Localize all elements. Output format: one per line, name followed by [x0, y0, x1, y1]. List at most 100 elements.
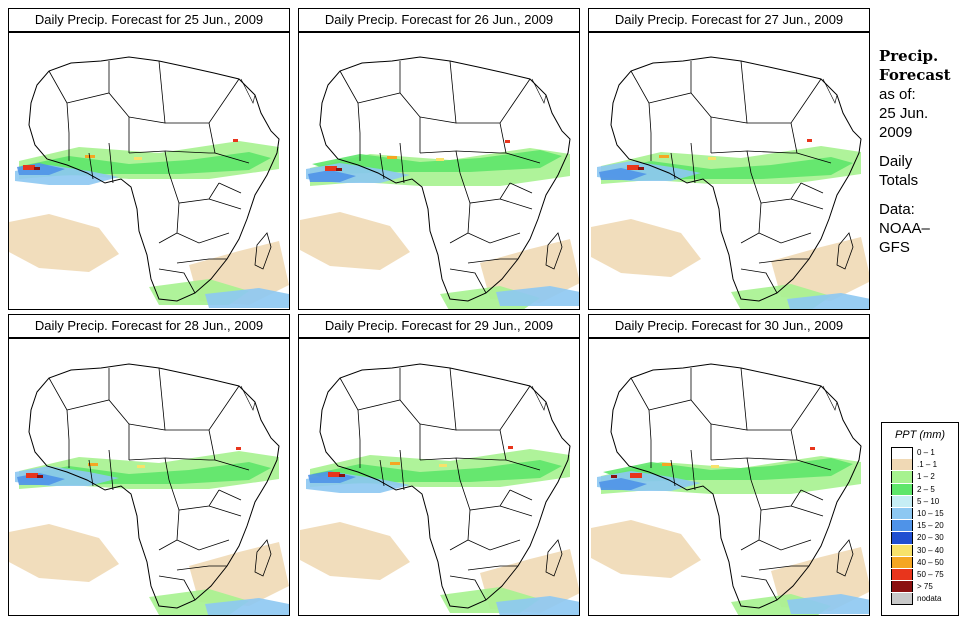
country-border [66, 399, 130, 460]
precip-map [8, 338, 290, 616]
forecast-panel-1: Daily Precip. Forecast for 25 Jun., 2009 [8, 8, 290, 310]
legend-swatch [891, 544, 913, 556]
country-border [747, 78, 822, 124]
precip-band [312, 460, 562, 484]
country-border [630, 70, 652, 161]
country-border [648, 399, 712, 460]
country-border [399, 142, 405, 184]
precip-band [300, 522, 410, 580]
precip-band [9, 524, 119, 582]
totals-line1: Daily [879, 153, 913, 170]
country-border [790, 198, 824, 210]
precip-cell [88, 463, 98, 466]
country-border [467, 509, 521, 551]
country-border [456, 78, 531, 124]
red-sea-coast [531, 385, 547, 411]
precip-cell [630, 473, 642, 478]
legend-swatch [891, 459, 913, 471]
precip-band [21, 152, 271, 176]
precip-band [787, 293, 869, 309]
country-border [158, 575, 196, 601]
legend-swatch [891, 495, 913, 507]
map-canvas [591, 56, 869, 309]
country-border [449, 575, 487, 601]
data-source-label: Data: [879, 201, 915, 218]
precip-cell [807, 139, 812, 142]
legend-item: 0 – 1 [882, 447, 958, 460]
precip-band [599, 478, 647, 490]
legend-label: 50 – 75 [917, 569, 944, 579]
country-border [467, 202, 521, 244]
madagascar-outline [836, 539, 854, 577]
legend-item: .1 – 1 [882, 459, 958, 471]
country-border [208, 198, 242, 210]
forecast-panel-6: Daily Precip. Forecast for 30 Jun., 2009 [588, 314, 870, 616]
country-border [419, 367, 457, 431]
country-border [108, 449, 114, 491]
legend-label: nodata [917, 594, 942, 604]
precip-map [588, 32, 870, 310]
country-border [670, 152, 676, 180]
country-border [509, 489, 533, 501]
country-border [467, 565, 518, 571]
precip-cell [662, 463, 672, 466]
asof-label: as of: [879, 86, 916, 103]
country-border [218, 489, 242, 501]
legend-swatch [891, 556, 913, 568]
precip-cell [137, 465, 145, 468]
forecast-panel-3: Daily Precip. Forecast for 27 Jun., 2009 [588, 8, 870, 310]
country-border [218, 182, 242, 194]
precip-band [599, 168, 647, 180]
precip-cell [505, 140, 510, 143]
country-border [88, 152, 94, 180]
asof-date: 25 Jun. [879, 105, 929, 122]
country-border [630, 377, 652, 468]
map-canvas [591, 363, 869, 615]
sidebar-title-line1: Precip. [879, 47, 939, 65]
precip-band [591, 520, 701, 578]
map-layer [591, 56, 869, 309]
country-border [164, 150, 215, 154]
map-layer [591, 363, 869, 615]
map-canvas [9, 56, 289, 308]
precip-cell [26, 473, 38, 478]
country-border [108, 142, 114, 184]
legend-label: 30 – 40 [917, 545, 944, 555]
precip-cell [638, 167, 644, 170]
legend-label: 15 – 20 [917, 521, 944, 531]
legend-item: 50 – 75 [882, 568, 958, 581]
precip-band [787, 594, 869, 614]
precip-legend: PPT (mm) 0 – 1 .1 – 1 1 – 2 2 – 5 5 – 10 10 –… [881, 422, 959, 616]
country-border [357, 399, 421, 460]
country-border [165, 78, 240, 124]
forecast-panel-2: Daily Precip. Forecast for 26 Jun., 2009 [298, 8, 580, 310]
madagascar-outline [545, 539, 563, 577]
panel-title: Daily Precip. Forecast for 30 Jun., 2009 [588, 314, 870, 338]
precip-cell [810, 447, 815, 450]
legend-swatch [891, 532, 913, 544]
precip-cell [236, 447, 241, 450]
data-source-line2: GFS [879, 239, 910, 256]
country-border [455, 150, 506, 154]
country-border [800, 182, 824, 194]
country-border [467, 258, 518, 264]
precip-cell [508, 446, 513, 449]
country-border [690, 142, 696, 184]
precip-band [205, 598, 289, 615]
map-layer [300, 56, 579, 309]
precip-cell [611, 475, 617, 478]
map-layer [9, 363, 289, 615]
country-border [459, 479, 511, 511]
country-border [339, 377, 361, 468]
legend-label: 20 – 30 [917, 533, 944, 543]
legend-title: PPT (mm) [894, 429, 946, 441]
legend-label: 1 – 2 [917, 472, 935, 482]
legend-swatch [891, 520, 913, 532]
country-border [379, 459, 385, 487]
precip-map [298, 338, 580, 616]
sidebar-info: Precip. Forecast as of: 25 Jun. 2009 Dai… [879, 47, 963, 257]
red-sea-coast [822, 385, 838, 411]
legend-item: 30 – 40 [882, 544, 958, 557]
country-border [758, 565, 809, 571]
legend-item: 2 – 5 [882, 483, 958, 496]
